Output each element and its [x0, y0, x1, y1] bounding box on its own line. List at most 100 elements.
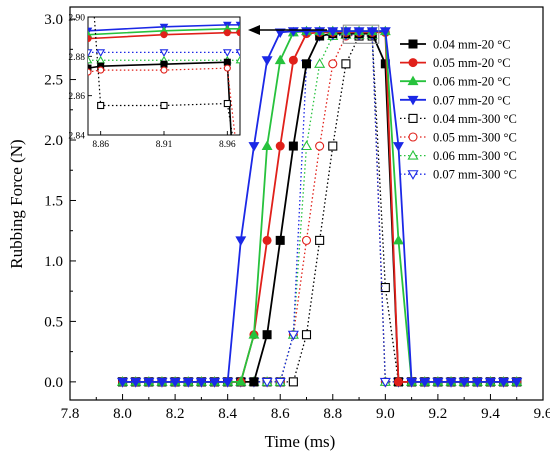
- series-0-07-mm-20-c: [117, 27, 523, 388]
- inset-series-0-05-mm-20-c: [88, 29, 240, 43]
- inset-series-0-05-mm-20-c-line: [88, 31, 240, 40]
- series-0-07-mm-20-c-point: [248, 142, 260, 152]
- legend-item-0-04-mm-20-c: 0.04 mm-20 °C: [400, 38, 511, 52]
- inset-series-0-05-mm-20-c-point: [88, 35, 92, 43]
- series-0-04-mm-20-c-point: [249, 377, 259, 387]
- series-0-07-mm-20-c-point: [156, 377, 168, 388]
- series-0-07-mm-20-c-point: [274, 28, 286, 39]
- x-tick-label: 8.6: [271, 406, 290, 422]
- legend-label: 0.07 mm-300 °C: [433, 168, 517, 182]
- series-0-07-mm-300-c-point: [287, 330, 299, 341]
- series-0-04-mm-300-c-point: [288, 377, 298, 387]
- inset-series-0-05-mm-20-c-point: [223, 29, 231, 37]
- inset-series-0-04-mm-300-c: [93, 17, 233, 135]
- series-0-07-mm-20-c-point: [195, 377, 207, 388]
- inset-series-0-07-mm-300-c: [88, 49, 240, 57]
- inset-y-tick-label: 2.86: [68, 92, 85, 102]
- inset-series-0-04-mm-300-c-point: [160, 101, 168, 110]
- series-0-05-mm-20-c-point: [288, 55, 298, 65]
- x-tick-label: 8.4: [218, 406, 237, 422]
- series-0-04-mm-20-c-point: [302, 59, 311, 69]
- x-tick-label: 9.2: [429, 406, 448, 422]
- legend-item-0-06-mm-300-c: 0.06 mm-300 °C: [400, 149, 517, 163]
- series-0-06-mm-20-c-point: [274, 54, 286, 65]
- series-0-06-mm-300-c-point: [314, 58, 326, 68]
- legend-item-0-07-mm-20-c: 0.07 mm-20 °C: [400, 93, 511, 107]
- legend-swatch-marker: [408, 132, 418, 142]
- series-0-07-mm-20-c-point: [366, 27, 378, 37]
- y-tick-label: 0.0: [44, 375, 63, 391]
- x-tick-label: 7.8: [61, 406, 80, 422]
- series-0-06-mm-20-c-point: [393, 234, 404, 245]
- series-0-07-mm-20-c-point: [182, 377, 194, 388]
- series-0-07-mm-20-c-point: [458, 377, 470, 388]
- series-0-06-mm-20-c-point: [261, 140, 273, 151]
- series-0-05-mm-300-c-point: [301, 235, 312, 245]
- y-tick-label: 1.5: [44, 193, 63, 209]
- zoom-region-box: [342, 24, 380, 44]
- legend: 0.04 mm-20 °C 0.05 mm-20 °C 0.06 mm-20 °C 0…: [400, 38, 517, 182]
- x-tick-label: 9.6: [534, 406, 550, 422]
- series-0-05-mm-20-c-point: [393, 377, 403, 387]
- inset-x-tick-label: 8.91: [156, 140, 173, 150]
- series-0-07-mm-20-c-point: [235, 236, 247, 246]
- series-0-07-mm-20-c-point: [498, 377, 510, 388]
- legend-item-0-05-mm-20-c: 0.05 mm-20 °C: [400, 56, 511, 70]
- inset-x-tick-label: 8.96: [219, 140, 236, 150]
- x-tick-label: 9.4: [481, 406, 500, 422]
- inset-series-0-06-mm-300-c-point: [235, 55, 240, 64]
- series-0-07-mm-20-c-point: [511, 377, 523, 388]
- x-tick-label: 8.8: [323, 406, 342, 422]
- series-0-07-mm-300-c-point: [261, 377, 273, 388]
- series-0-07-mm-20-c-point: [445, 377, 457, 388]
- inset-series-0-05-mm-300-c-point: [88, 68, 92, 76]
- series-0-07-mm-20-c-point: [209, 377, 220, 388]
- legend-label: 0.04 mm-300 °C: [433, 112, 517, 126]
- legend-label: 0.04 mm-20 °C: [433, 38, 511, 52]
- series-0-04-mm-20-c-point: [275, 235, 285, 245]
- x-tick-label: 9.0: [376, 406, 395, 422]
- series-0-07-mm-300-c-point: [274, 377, 286, 388]
- inset-series-0-05-mm-20-c-point: [236, 29, 240, 37]
- inset-series-0-07-mm-300-c-point: [222, 49, 232, 57]
- inset-series-0-07-mm-300-c-point: [88, 49, 93, 57]
- inset-series-0-04-mm-20-c-point: [223, 58, 231, 66]
- x-axis-label: Time (ms): [265, 432, 336, 451]
- series-0-04-mm-300-c-point: [315, 235, 325, 245]
- series-0-07-mm-20-c-point: [432, 377, 444, 388]
- legend-item-0-04-mm-300-c: 0.04 mm-300 °C: [400, 112, 517, 126]
- legend-label: 0.06 mm-300 °C: [433, 149, 517, 163]
- series-0-07-mm-20-c-point: [471, 377, 483, 388]
- series-0-04-mm-300-c-point: [341, 59, 351, 69]
- inset-series-0-04-mm-20-c-point: [160, 60, 168, 68]
- series-0-07-mm-20-c-point: [327, 27, 339, 37]
- legend-swatch-marker: [407, 75, 419, 86]
- series-0-05-mm-300-c-point: [315, 141, 325, 151]
- legend-swatch-marker: [408, 113, 418, 123]
- series-0-07-mm-20-c-point: [222, 377, 234, 388]
- legend-label: 0.06 mm-20 °C: [433, 75, 511, 89]
- inset-series-0-04-mm-300-c-point: [97, 101, 105, 110]
- inset-series-0-05-mm-300-c: [88, 64, 236, 135]
- series-0-05-mm-20-c-point: [275, 141, 285, 151]
- inset-series-0-04-mm-300-c-point: [223, 99, 231, 108]
- legend-swatch-marker: [407, 149, 419, 160]
- inset-x-tick-label: 8.86: [92, 140, 109, 150]
- legend-swatch-marker: [407, 95, 419, 106]
- series-0-07-mm-20-c-point: [484, 377, 496, 388]
- inset-y-tick-label: 2.90: [68, 14, 85, 24]
- series-0-07-mm-20-c-point: [353, 27, 365, 37]
- legend-swatch-marker: [408, 39, 418, 49]
- series-0-07-mm-20-c-point: [169, 377, 181, 388]
- y-axis-label: Rubbing Force (N): [7, 139, 26, 268]
- legend-swatch-marker: [408, 58, 418, 68]
- inset-series-0-07-mm-300-c-point: [96, 49, 106, 57]
- inset-series-0-04-mm-20-c: [88, 58, 232, 135]
- inset-series-0-05-mm-300-c-point: [223, 64, 231, 72]
- legend-item-0-06-mm-20-c: 0.06 mm-20 °C: [400, 75, 511, 89]
- inset-y-tick-label: 2.88: [68, 53, 85, 63]
- series-0-05-mm-300-c-point: [328, 59, 338, 69]
- series-0-07-mm-20-c-point: [393, 142, 404, 152]
- series-0-06-mm-20-c-point: [235, 376, 247, 386]
- series-0-04-mm-300-c-point: [380, 282, 390, 293]
